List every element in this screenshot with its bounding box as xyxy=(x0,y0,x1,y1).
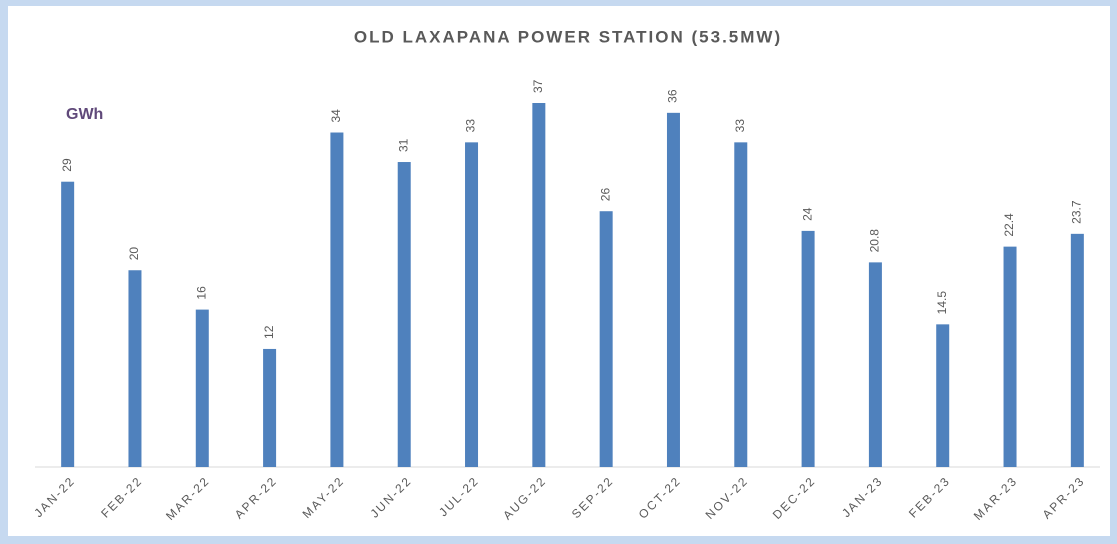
data-label: 16 xyxy=(194,286,208,300)
bar xyxy=(532,103,546,467)
bar xyxy=(599,211,613,467)
bar xyxy=(465,142,479,467)
data-label: 33 xyxy=(733,119,747,133)
data-label: 24 xyxy=(800,207,814,221)
unit-label: GWh xyxy=(66,106,103,123)
bar xyxy=(61,181,75,467)
bar xyxy=(1070,233,1084,467)
data-label: 23.7 xyxy=(1070,200,1084,224)
data-label: 20 xyxy=(127,247,141,261)
bar xyxy=(195,309,209,467)
data-label: 26 xyxy=(598,188,612,202)
bar xyxy=(936,324,950,467)
data-label: 22.4 xyxy=(1002,213,1016,237)
data-label: 20.8 xyxy=(868,229,882,253)
bar xyxy=(397,162,411,467)
data-label: 37 xyxy=(531,79,545,93)
plot-panel xyxy=(8,6,1110,536)
bar xyxy=(666,112,680,468)
bar xyxy=(868,262,882,467)
data-label: 31 xyxy=(396,138,410,152)
bar xyxy=(1003,246,1017,467)
bar xyxy=(128,270,142,467)
data-label: 14.5 xyxy=(935,291,949,315)
data-label: 34 xyxy=(329,109,343,123)
chart-title: OLD LAXAPANA POWER STATION (53.5MW) xyxy=(354,27,782,46)
data-label: 12 xyxy=(262,325,276,339)
bar xyxy=(734,142,748,467)
bar xyxy=(263,348,277,467)
data-label: 29 xyxy=(60,158,74,172)
bar xyxy=(801,230,815,467)
bar xyxy=(330,132,344,467)
data-label: 33 xyxy=(464,119,478,133)
data-label: 36 xyxy=(666,89,680,103)
